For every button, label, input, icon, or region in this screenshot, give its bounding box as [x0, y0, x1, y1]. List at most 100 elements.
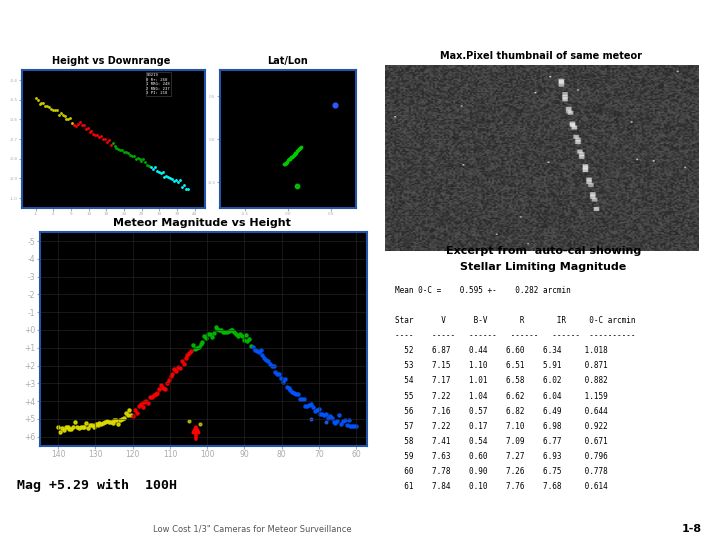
Point — [328, 418, 339, 427]
Point — [63, 114, 74, 123]
Point — [138, 154, 149, 163]
Point — [281, 382, 292, 391]
Point — [279, 375, 291, 383]
Point — [122, 410, 133, 419]
Point — [37, 99, 49, 107]
Text: Meteor Magnitude vs Height: Meteor Magnitude vs Height — [112, 218, 291, 228]
Point — [126, 151, 138, 160]
Point — [348, 422, 360, 430]
Point — [94, 133, 105, 142]
Point — [151, 167, 163, 176]
Point — [339, 416, 351, 424]
Text: Limiting Magnitude: Limiting Magnitude — [9, 18, 268, 42]
Point — [336, 419, 347, 428]
Text: 00219
0 R+: 260
1 RRG: 248
2 RNG: 237
3 PI: 218: 00219 0 R+: 260 1 RRG: 248 2 RNG: 237 3 … — [146, 73, 170, 96]
Point — [32, 96, 43, 104]
Point — [62, 423, 73, 431]
Point — [291, 148, 302, 157]
Point — [172, 363, 184, 372]
Point — [66, 424, 77, 433]
Point — [53, 110, 65, 119]
Point — [230, 330, 242, 339]
Point — [124, 151, 135, 159]
Point — [227, 326, 238, 334]
Point — [253, 348, 264, 356]
Point — [277, 377, 289, 386]
Point — [144, 393, 156, 401]
Point — [59, 111, 71, 120]
Point — [164, 173, 176, 182]
Point — [318, 410, 330, 419]
Point — [139, 398, 150, 407]
Point — [88, 130, 99, 138]
Point — [66, 118, 78, 127]
Point — [202, 329, 214, 338]
Point — [287, 151, 299, 160]
Point — [60, 115, 72, 124]
Text: 59    7.63    0.60    7.27    6.93     0.796: 59 7.63 0.60 7.27 6.93 0.796 — [395, 452, 608, 461]
Text: 1-8: 1-8 — [682, 523, 702, 534]
Point — [249, 346, 261, 354]
Point — [233, 332, 244, 341]
Point — [200, 334, 212, 342]
Point — [80, 124, 91, 133]
Point — [107, 419, 118, 428]
Point — [78, 423, 90, 431]
Point — [176, 356, 188, 365]
Text: Max.Pixel thumbnail of same meteor: Max.Pixel thumbnail of same meteor — [441, 51, 642, 61]
Point — [68, 121, 80, 130]
Point — [58, 426, 70, 435]
Text: ----    -----   ------   ------   ------  ----------: ---- ----- ------ ------ ------ --------… — [395, 331, 635, 340]
Point — [60, 423, 71, 431]
Point — [69, 417, 81, 426]
Text: Mean 0-C =    0.595 +-    0.282 arcmin: Mean 0-C = 0.595 +- 0.282 arcmin — [395, 286, 570, 294]
Point — [84, 127, 95, 136]
Point — [350, 421, 361, 430]
Point — [311, 406, 323, 415]
Point — [287, 388, 298, 396]
Point — [140, 158, 151, 166]
Point — [225, 326, 236, 334]
Point — [56, 424, 68, 433]
Point — [193, 342, 204, 351]
Point — [329, 100, 341, 109]
Point — [97, 418, 109, 427]
Point — [101, 137, 112, 146]
Text: 56    7.16    0.57    6.82    6.49     0.644: 56 7.16 0.57 6.82 6.49 0.644 — [395, 407, 608, 416]
Point — [330, 418, 341, 427]
Point — [307, 402, 319, 411]
Point — [82, 124, 94, 132]
Point — [157, 168, 168, 177]
Point — [124, 406, 135, 414]
Point — [132, 154, 143, 163]
Text: Excerpt from  auto-cal showing: Excerpt from auto-cal showing — [446, 246, 642, 256]
Point — [343, 416, 354, 424]
Point — [105, 140, 117, 149]
Text: 60    7.78    0.90    7.26    6.75     0.778: 60 7.78 0.90 7.26 6.75 0.778 — [395, 467, 608, 476]
Point — [159, 385, 171, 394]
Point — [280, 159, 292, 167]
Point — [291, 182, 302, 191]
Point — [53, 423, 64, 431]
Text: 55    7.22    1.04    6.62    6.04     1.159: 55 7.22 1.04 6.62 6.04 1.159 — [395, 392, 608, 401]
Point — [63, 424, 75, 433]
Point — [74, 117, 86, 126]
Point — [315, 409, 326, 418]
Point — [43, 103, 55, 112]
Point — [284, 154, 296, 163]
Point — [109, 415, 120, 424]
Point — [341, 421, 352, 429]
Point — [289, 149, 301, 158]
Point — [86, 127, 97, 136]
Point — [262, 356, 274, 365]
Point — [150, 390, 161, 399]
Text: Height vs Downrange: Height vs Downrange — [53, 56, 171, 66]
Point — [40, 102, 51, 111]
Point — [282, 157, 293, 166]
Point — [105, 418, 117, 427]
Point — [130, 154, 141, 163]
Point — [302, 402, 313, 410]
Point — [54, 428, 66, 436]
Point — [187, 341, 199, 350]
Point — [294, 394, 305, 403]
